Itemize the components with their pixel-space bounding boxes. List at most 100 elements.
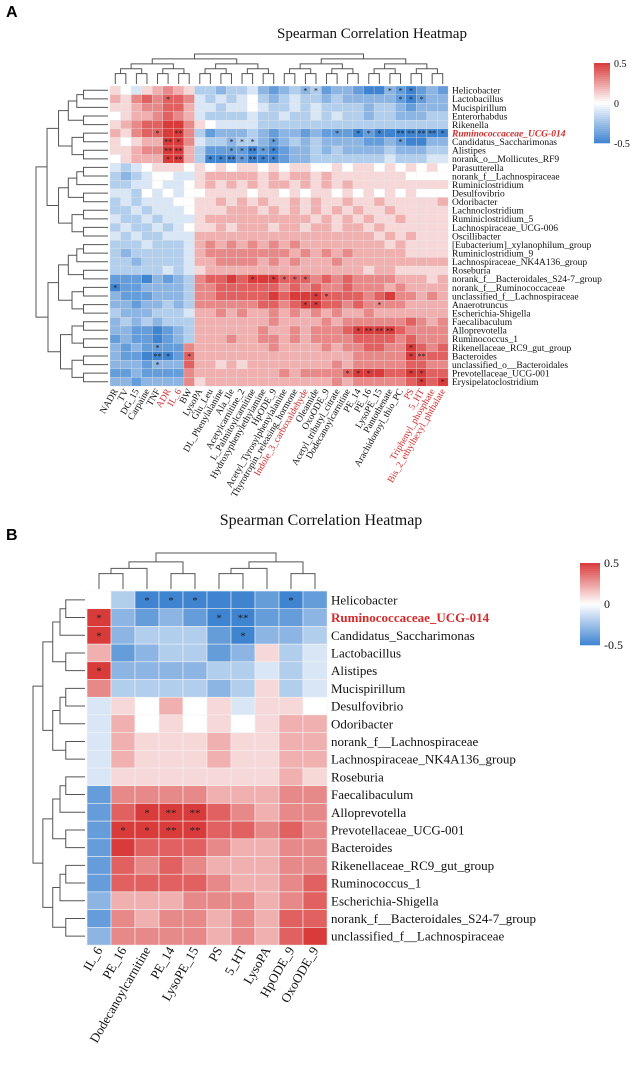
heatmap-b-cell [302, 926, 328, 946]
heatmap-b-column-dendrogram-branch-2 [170, 573, 196, 589]
heatmap-b-cell [206, 626, 232, 645]
heatmap-a-column-dendrogram-branch-5 [162, 68, 185, 74]
heatmap-a-cell [183, 377, 195, 387]
heatmap-a-significance-mark: ** [386, 326, 394, 335]
heatmap-a-cell [109, 111, 121, 121]
heatmap-a-cell [257, 94, 269, 104]
heatmap-a-legend-swatch [594, 69, 610, 72]
heatmap-b-legend-swatch [580, 563, 600, 566]
heatmap-a-title: Spearman Correlation Heatmap [277, 26, 467, 42]
heatmap-a-column-dendrogram-branch-20 [331, 68, 354, 74]
heatmap-a-row-label-helicobacter: Helicobacter [452, 87, 501, 97]
heatmap-b-legend-swatch [580, 573, 600, 576]
heatmap-a-cell [373, 282, 385, 292]
heatmap-a-cell [395, 248, 407, 258]
heatmap-a-cell [299, 102, 311, 112]
heatmap-b-cell [110, 767, 136, 787]
heatmap-b-cell [278, 803, 304, 822]
heatmap-a-cell [363, 342, 375, 352]
heatmap-a-significance-mark: * [409, 343, 413, 352]
heatmap-a-cell [395, 120, 407, 130]
heatmap-a-cell [215, 325, 227, 335]
heatmap-b-row-dendrogram-branch-17 [42, 818, 53, 908]
heatmap-a-cell [384, 351, 396, 361]
heatmap-a-cell [268, 197, 280, 207]
heatmap-b-cell [182, 909, 208, 928]
heatmap-b-cell [278, 926, 304, 946]
heatmap-a-legend-tick-label: 0 [614, 99, 619, 110]
heatmap-a-cell [236, 120, 248, 130]
heatmap-a-cell [331, 308, 343, 318]
heatmap-a-cell [257, 317, 269, 327]
heatmap-a-cell [130, 325, 142, 335]
heatmap-a-cell [437, 240, 449, 250]
heatmap-b-legend-swatch [580, 640, 600, 644]
heatmap-a-cell [363, 317, 375, 327]
heatmap-b-cell [302, 820, 328, 840]
heatmap-a-cell [141, 120, 153, 130]
heatmap-a-cell [289, 351, 301, 361]
heatmap-a-cell [226, 368, 238, 378]
heatmap-a-cell [373, 231, 385, 241]
heatmap-a-cell [120, 291, 132, 301]
heatmap-a-cell [416, 197, 428, 207]
heatmap-a-significance-mark: * [261, 155, 265, 164]
heatmap-a-cell [152, 180, 164, 190]
heatmap-a-cell [289, 257, 301, 267]
heatmap-a-row-label-anaerotruncus: Anaerotruncus [452, 301, 508, 311]
heatmap-a-legend-swatch [594, 129, 610, 132]
heatmap-a-cell [162, 188, 174, 198]
heatmap-a-cell [342, 128, 354, 138]
heatmap-b-row-label-odoribacter: Odoribacter [331, 716, 394, 731]
heatmap-b-cell [182, 626, 208, 645]
heatmap-a-cell [342, 205, 354, 215]
heatmap-b-cell [134, 696, 160, 716]
heatmap-a-cell [395, 377, 407, 387]
heatmap-a-cell [141, 94, 153, 104]
heatmap-b-row-label-escherichia-shigella: Escherichia-Shigella [331, 893, 439, 908]
heatmap-b-significance-mark: * [144, 825, 150, 837]
heatmap-b-cell [110, 891, 136, 911]
heatmap-a-cell [416, 257, 428, 267]
heatmap-a-cell [120, 231, 132, 241]
heatmap-a-cell [109, 377, 121, 387]
heatmap-a-cell [331, 197, 343, 207]
heatmap-a-legend-swatch [594, 135, 610, 138]
heatmap-a-cell [373, 111, 385, 121]
heatmap-a-cell [395, 162, 407, 172]
heatmap-a-cell [373, 214, 385, 224]
heatmap-a-cell [426, 282, 438, 292]
heatmap-a-cell [236, 214, 248, 224]
heatmap-a-cell [321, 231, 333, 241]
heatmap-a-cell [384, 334, 396, 344]
heatmap-a-cell [384, 248, 396, 258]
heatmap-a-cell [342, 214, 354, 224]
heatmap-a-column-dendrogram-branch-17 [289, 68, 312, 74]
heatmap-b-legend-tick-label: 0 [604, 597, 610, 611]
heatmap-a-cell [416, 214, 428, 224]
heatmap-a-cell [289, 162, 301, 172]
heatmap-b-row-labels: HelicobacterRuminococcaceae_UCG-014Candi… [331, 592, 536, 943]
heatmap-a-row-label-bacteroides: Bacteroides [452, 352, 497, 362]
heatmap-a-significance-mark: * [346, 369, 350, 378]
heatmap-a-row-dendrogram-branch-23 [71, 291, 84, 310]
heatmap-a-cell [173, 351, 185, 361]
heatmap-a-cell [278, 171, 290, 181]
heatmap-b-cell [254, 873, 280, 893]
heatmap-b-cell [158, 785, 184, 804]
heatmap-a-cell [204, 111, 216, 121]
heatmap-a-row-label-faecalibaculum: Faecalibaculum [452, 318, 513, 328]
heatmap-a-cell [204, 291, 216, 301]
heatmap-a-cell [152, 94, 164, 104]
heatmap-a-cell [299, 334, 311, 344]
heatmap-a-cell [257, 205, 269, 215]
heatmap-a-cell [152, 300, 164, 310]
heatmap-a-cell [405, 291, 417, 301]
heatmap-a-row-label-odoribacter: Odoribacter [452, 198, 498, 208]
heatmap-a-cell [162, 240, 174, 250]
heatmap-b-cell [206, 891, 232, 911]
heatmap-a-cell [130, 154, 142, 164]
heatmap-b-row-dendrogram [32, 599, 85, 937]
heatmap-a-cell [173, 317, 185, 327]
heatmap-a-cell [299, 171, 311, 181]
